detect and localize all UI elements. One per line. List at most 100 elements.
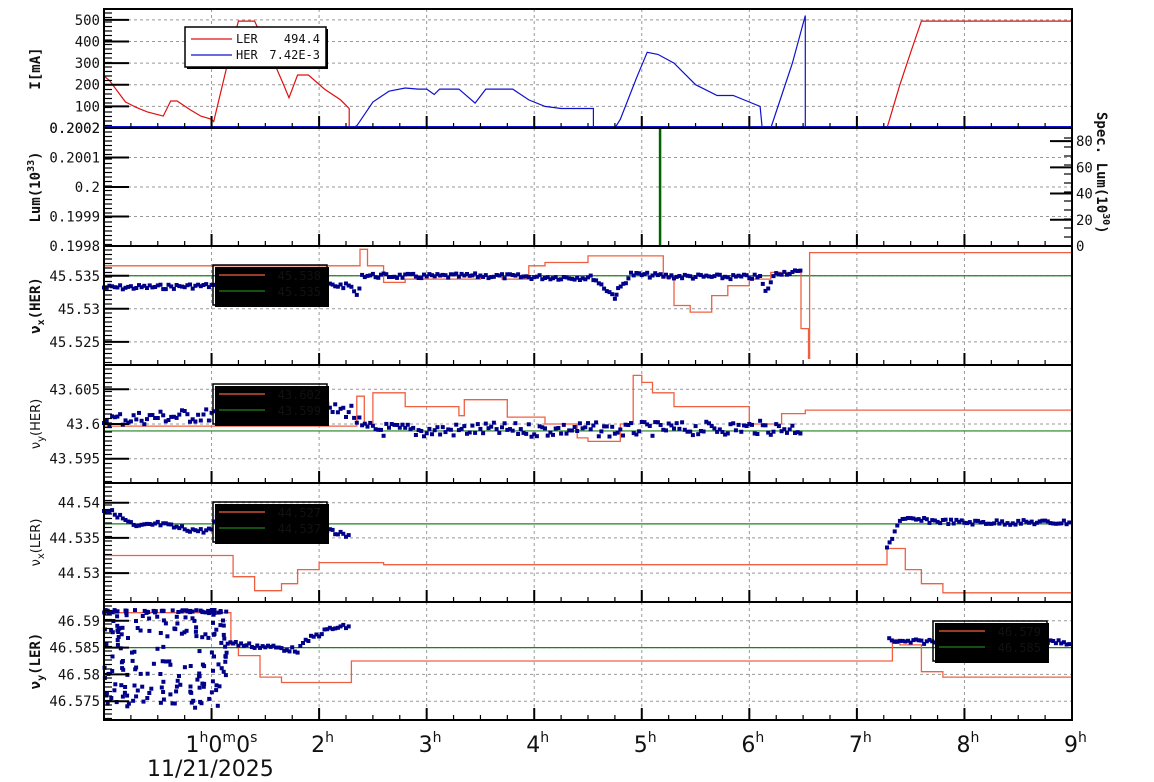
data-point (397, 272, 402, 277)
data-point (126, 420, 131, 425)
data-point (707, 421, 711, 426)
data-point (376, 427, 381, 432)
data-point (196, 282, 201, 287)
data-point (115, 638, 120, 642)
legend-value: 45.538 (278, 269, 321, 283)
data-point (1059, 641, 1064, 646)
data-point (755, 275, 760, 280)
data-point (951, 521, 956, 526)
data-point (190, 609, 195, 614)
data-point (360, 423, 365, 428)
data-point (171, 414, 176, 419)
data-point (198, 418, 203, 423)
data-point (779, 272, 784, 277)
data-point (177, 284, 182, 289)
legend-value: 7.42E-3 (269, 48, 320, 62)
setpoint-line (104, 374, 1072, 443)
data-point (655, 420, 660, 425)
data-point (214, 688, 219, 693)
data-point (911, 516, 916, 521)
data-point (360, 272, 365, 277)
data-point (776, 424, 781, 429)
data-point (1048, 638, 1053, 643)
data-point (198, 284, 203, 289)
data-point (744, 424, 749, 428)
data-point (123, 518, 128, 522)
data-point (381, 271, 386, 276)
data-point (728, 422, 733, 427)
data-point (357, 415, 362, 420)
data-point (357, 286, 362, 291)
data-point (1059, 521, 1064, 526)
data-point (892, 529, 897, 534)
y-axis-title: I[mA] (28, 47, 44, 89)
data-point (922, 641, 927, 646)
data-point (113, 682, 118, 687)
data-point (586, 275, 590, 280)
data-point (427, 426, 432, 431)
data-point (319, 632, 324, 637)
data-point (222, 636, 227, 641)
data-point (147, 283, 152, 288)
data-point (793, 268, 797, 273)
data-point (959, 518, 964, 523)
data-point (128, 520, 133, 525)
data-point (174, 689, 179, 694)
data-point (454, 422, 459, 427)
data-point (688, 429, 693, 434)
data-point (145, 671, 150, 676)
data-point (387, 425, 391, 430)
y-tick-label: 0.1999 (49, 210, 100, 226)
data-point (885, 545, 889, 550)
data-point (647, 424, 652, 428)
data-point (906, 516, 910, 520)
data-point (171, 525, 176, 530)
data-point (123, 608, 128, 613)
data-point (583, 425, 588, 430)
data-point (408, 427, 413, 432)
data-point (532, 432, 537, 437)
data-point (637, 429, 642, 434)
data-point (349, 403, 354, 408)
data-point (639, 420, 644, 424)
data-point (201, 530, 206, 535)
data-point (219, 666, 224, 671)
data-point (177, 412, 182, 417)
data-point (556, 277, 561, 282)
data-point (177, 526, 182, 531)
data-point (1061, 518, 1066, 523)
data-point (430, 432, 434, 437)
data-point (206, 635, 211, 640)
data-point (992, 521, 996, 526)
right-tick-label: 80 (1076, 134, 1093, 150)
data-point (616, 286, 621, 291)
data-point (134, 665, 139, 670)
data-point (733, 428, 738, 433)
data-point (545, 433, 550, 438)
data-point (567, 428, 572, 433)
data-point (130, 650, 134, 655)
data-point (167, 659, 172, 664)
data-point (594, 278, 599, 283)
data-point (758, 274, 763, 278)
data-point (564, 275, 569, 280)
data-point (408, 272, 413, 277)
data-point (217, 684, 222, 689)
data-point (717, 427, 722, 432)
data-point (146, 610, 151, 615)
data-point (572, 425, 577, 429)
data-point (115, 515, 120, 520)
data-point (720, 276, 725, 281)
data-point (384, 272, 389, 277)
data-point (258, 645, 262, 650)
data-point (301, 641, 305, 645)
data-point (1037, 519, 1042, 524)
data-point (354, 420, 359, 425)
right-tick-label: 20 (1076, 213, 1093, 229)
data-point (132, 683, 137, 688)
data-point (1048, 521, 1053, 526)
data-point (120, 287, 125, 292)
data-point (897, 518, 902, 523)
data-point (639, 273, 644, 278)
data-point (677, 274, 682, 278)
